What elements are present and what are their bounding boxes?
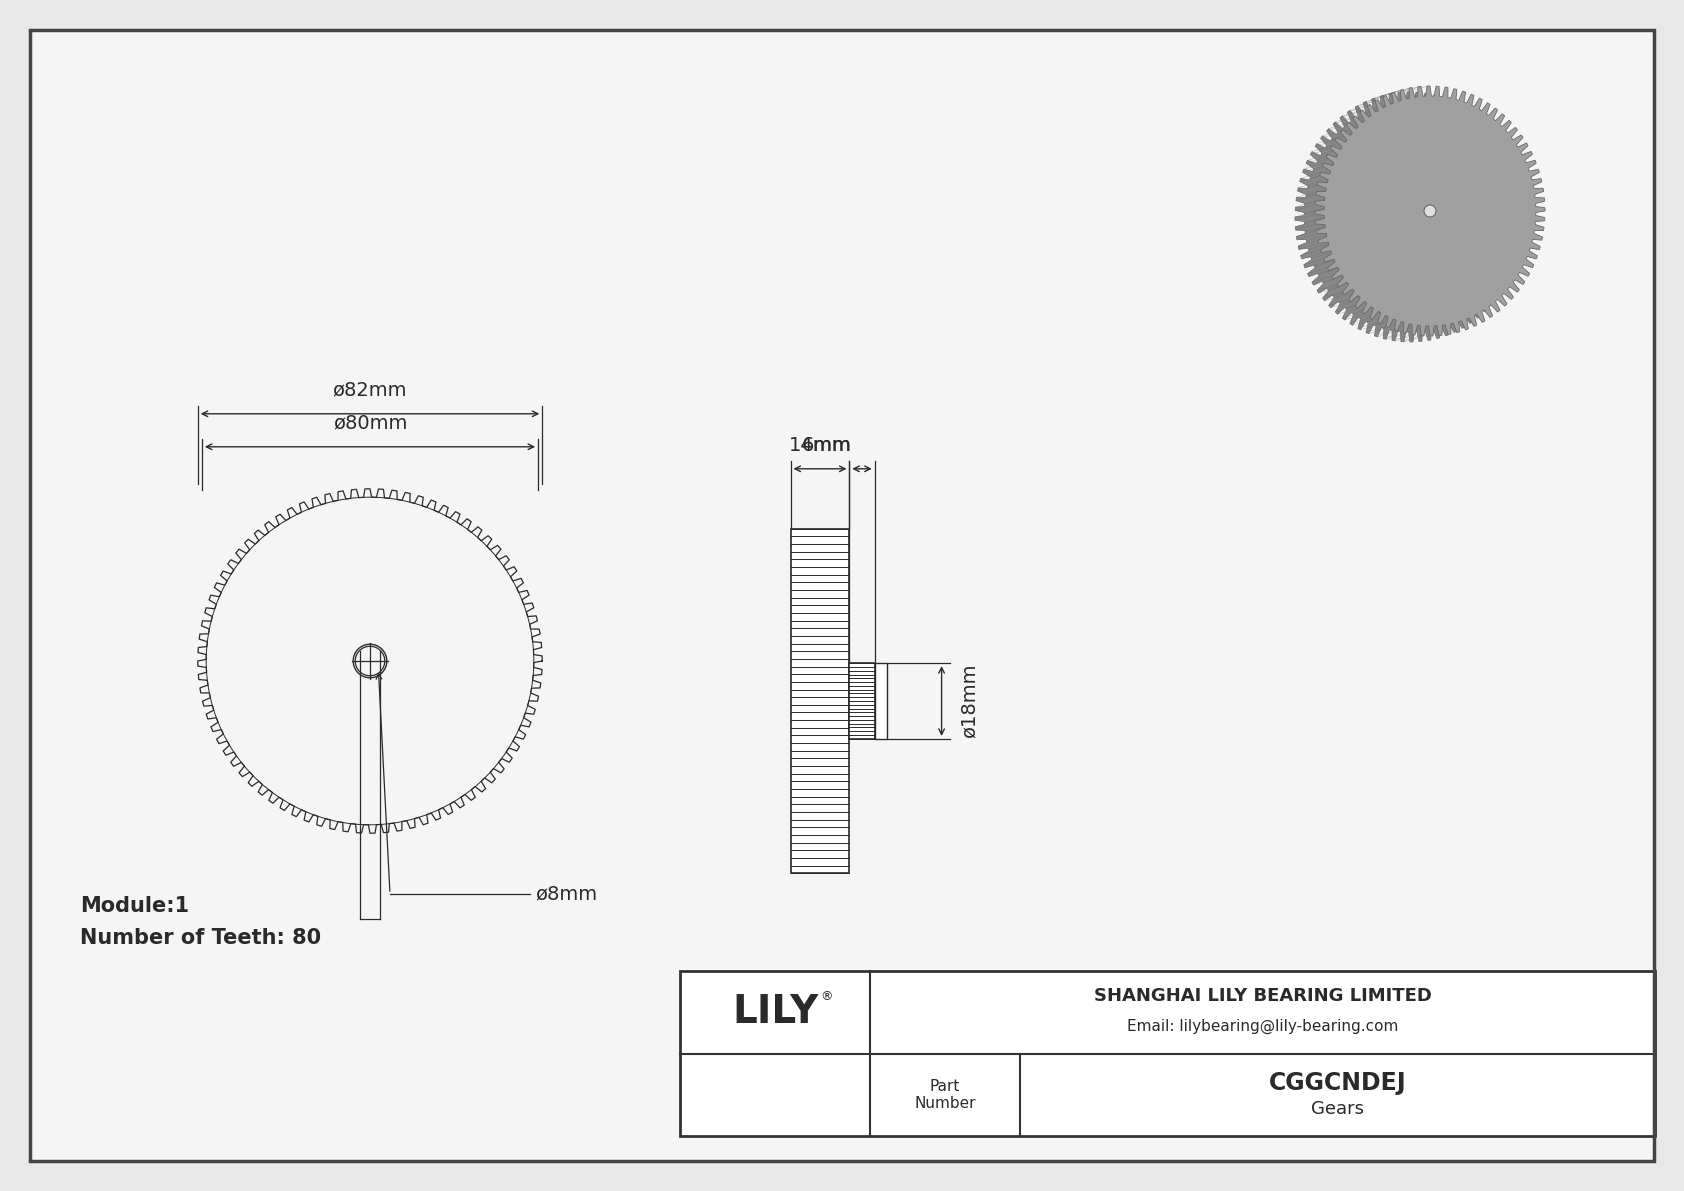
Text: LILY: LILY <box>733 993 818 1031</box>
Bar <box>849 663 874 738</box>
Text: ø18mm: ø18mm <box>960 663 978 738</box>
Text: Gears: Gears <box>1312 1099 1364 1117</box>
Bar <box>680 971 1655 1136</box>
Text: Module:1: Module:1 <box>81 896 189 916</box>
Text: 6mm: 6mm <box>802 436 852 455</box>
Text: Number of Teeth: 80: Number of Teeth: 80 <box>81 928 322 948</box>
Text: ø80mm: ø80mm <box>333 413 408 432</box>
Text: 14mm: 14mm <box>788 436 850 455</box>
Text: ø8mm: ø8mm <box>536 885 598 904</box>
Bar <box>874 663 886 738</box>
Text: CGGCNDEJ: CGGCNDEJ <box>1268 1071 1406 1095</box>
Text: ®: ® <box>820 990 834 1003</box>
Polygon shape <box>1295 92 1526 342</box>
Text: Part
Number: Part Number <box>914 1079 975 1111</box>
Bar <box>790 529 849 873</box>
Text: SHANGHAI LILY BEARING LIMITED: SHANGHAI LILY BEARING LIMITED <box>1093 987 1431 1005</box>
Polygon shape <box>1315 86 1544 336</box>
Text: ø82mm: ø82mm <box>333 381 408 400</box>
Ellipse shape <box>1425 205 1436 217</box>
Text: Email: lilybearing@lily-bearing.com: Email: lilybearing@lily-bearing.com <box>1127 1018 1398 1034</box>
